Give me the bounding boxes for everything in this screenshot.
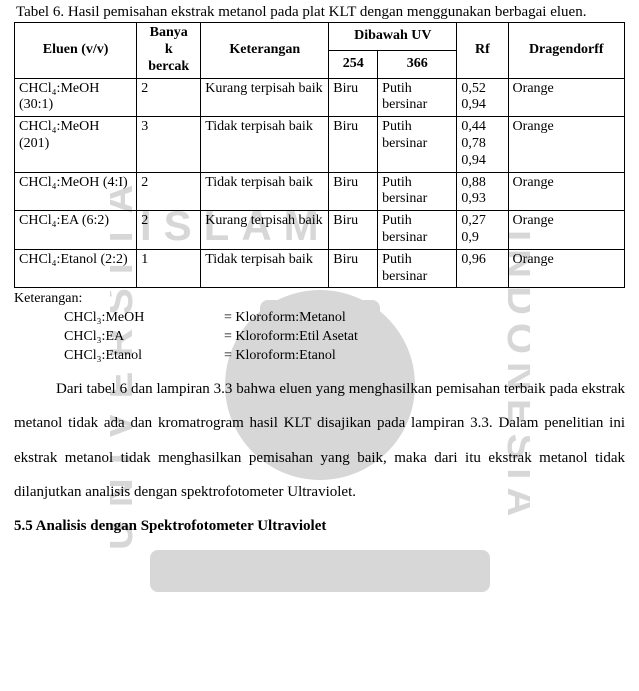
table-cell: Putih bersinar	[378, 249, 457, 288]
section-heading: 5.5 Analisis dengan Spektrofotometer Ult…	[14, 518, 625, 535]
table-cell: CHCl₄:MeOH (4:I)	[15, 172, 137, 211]
body-paragraph: Dari tabel 6 dan lampiran 3.3 bahwa elue…	[14, 372, 625, 510]
legend-label: CHCl₃:Etanol	[14, 347, 224, 366]
th-dibawah-uv: Dibawah UV	[329, 23, 457, 51]
table-cell: Orange	[508, 211, 624, 250]
table-cell: 0,96	[457, 249, 508, 288]
th-uv366: 366	[378, 50, 457, 78]
table-cell: CHCl₄:MeOH (201)	[15, 117, 137, 172]
table-header-row: Eluen (v/v) Banya k bercak Keterangan Di…	[15, 23, 625, 51]
table-cell: Tidak terpisah baik	[201, 172, 329, 211]
table-cell: CHCl₄:EA (6:2)	[15, 211, 137, 250]
th-rf: Rf	[457, 23, 508, 78]
legend-row: CHCl₃:Etanol= Kloroform:Etanol	[14, 347, 625, 366]
table-cell: 0,44 0,78 0,94	[457, 117, 508, 172]
table-cell: Putih bersinar	[378, 78, 457, 117]
th-eluen: Eluen (v/v)	[15, 23, 137, 78]
table-cell: 2	[137, 78, 201, 117]
th-dragendorff: Dragendorff	[508, 23, 624, 78]
table-row: CHCl₄:MeOH (201)3Tidak terpisah baikBiru…	[15, 117, 625, 172]
paragraph-text: Dari tabel 6 dan lampiran 3.3 bahwa elue…	[14, 372, 625, 510]
table-cell: Putih bersinar	[378, 117, 457, 172]
table-cell: CHCl₄:MeOH (30:1)	[15, 78, 137, 117]
table-cell: Putih bersinar	[378, 172, 457, 211]
table-cell: Orange	[508, 78, 624, 117]
table-cell: 1	[137, 249, 201, 288]
table-row: CHCl₄:MeOH (30:1)2Kurang terpisah baikBi…	[15, 78, 625, 117]
table-row: CHCl₄:EA (6:2)2Kurang terpisah baikBiruP…	[15, 211, 625, 250]
results-table: Eluen (v/v) Banya k bercak Keterangan Di…	[14, 22, 625, 288]
table-cell: Orange	[508, 249, 624, 288]
table-cell: Putih bersinar	[378, 211, 457, 250]
table-cell: 0,52 0,94	[457, 78, 508, 117]
legend-label: CHCl₃:EA	[14, 328, 224, 347]
table-cell: Biru	[329, 172, 378, 211]
table-cell: 3	[137, 117, 201, 172]
table-row: CHCl₄:MeOH (4:I)2Tidak terpisah baikBiru…	[15, 172, 625, 211]
table-cell: Biru	[329, 78, 378, 117]
table-cell: 2	[137, 172, 201, 211]
legend: Keterangan: CHCl₃:MeOH= Kloroform:Metano…	[14, 290, 625, 366]
th-banyak: Banya k bercak	[137, 23, 201, 78]
table-row: CHCl₄:Etanol (2:2)1Tidak terpisah baikBi…	[15, 249, 625, 288]
table-cell: Biru	[329, 249, 378, 288]
th-uv254: 254	[329, 50, 378, 78]
legend-row: CHCl₃:MeOH= Kloroform:Metanol	[14, 309, 625, 328]
table-cell: Kurang terpisah baik	[201, 211, 329, 250]
th-keterangan: Keterangan	[201, 23, 329, 78]
table-cell: 0,27 0,9	[457, 211, 508, 250]
table-cell: Tidak terpisah baik	[201, 117, 329, 172]
legend-value: = Kloroform:Metanol	[224, 309, 346, 328]
legend-label: CHCl₃:MeOH	[14, 309, 224, 328]
table-cell: 2	[137, 211, 201, 250]
table-cell: Orange	[508, 172, 624, 211]
table-cell: Tidak terpisah baik	[201, 249, 329, 288]
legend-row: CHCl₃:EA= Kloroform:Etil Asetat	[14, 328, 625, 347]
table-cell: Kurang terpisah baik	[201, 78, 329, 117]
legend-value: = Kloroform:Etil Asetat	[224, 328, 358, 347]
table-cell: Orange	[508, 117, 624, 172]
legend-value: = Kloroform:Etanol	[224, 347, 336, 366]
table-caption: Tabel 6. Hasil pemisahan ekstrak metanol…	[16, 2, 625, 22]
table-cell: CHCl₄:Etanol (2:2)	[15, 249, 137, 288]
table-cell: Biru	[329, 117, 378, 172]
caption-text: Hasil pemisahan ekstrak metanol pada pla…	[68, 4, 587, 20]
legend-title: Keterangan:	[14, 290, 625, 309]
table-cell: 0,88 0,93	[457, 172, 508, 211]
caption-prefix: Tabel 6.	[16, 4, 64, 20]
table-cell: Biru	[329, 211, 378, 250]
